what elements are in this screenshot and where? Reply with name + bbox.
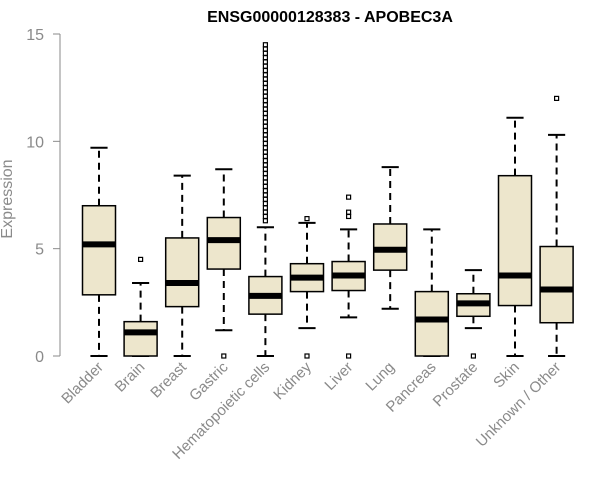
outlier-point	[262, 42, 268, 48]
outlier-point	[262, 55, 268, 61]
outlier-point	[304, 216, 310, 222]
box-pancreas	[414, 228, 450, 357]
x-label-brain: Brain	[112, 359, 149, 396]
chart-title: ENSG00000128383 - APOBEC3A	[207, 9, 453, 26]
x-label-liver: Liver	[321, 359, 356, 394]
outlier-point	[262, 200, 268, 207]
outlier-point	[262, 162, 268, 168]
y-axis: 0 5 10 15	[26, 27, 61, 366]
outlier-point	[262, 115, 268, 121]
outlier-point	[138, 256, 144, 262]
box-breast	[164, 174, 200, 357]
outlier-point	[262, 46, 268, 52]
box-kidney	[289, 216, 325, 359]
x-label-prostate: Prostate	[430, 359, 482, 411]
outlier-point	[262, 80, 268, 86]
iqr-box	[414, 290, 450, 357]
box-gastric	[206, 168, 242, 359]
box-bladder	[81, 146, 117, 357]
box-unknown-other	[539, 95, 574, 357]
outlier-point	[346, 213, 352, 220]
iqr-box	[164, 237, 200, 308]
outlier-point	[262, 102, 268, 108]
outlier-point	[262, 106, 268, 112]
outlier-point	[262, 213, 268, 220]
iqr-box	[539, 245, 574, 324]
iqr-box	[81, 204, 117, 296]
box-lung	[372, 166, 408, 310]
outlier-point	[262, 158, 268, 164]
outlier-point	[470, 353, 476, 359]
outlier-point	[262, 140, 268, 147]
outlier-point	[262, 149, 268, 155]
outlier-point	[262, 110, 268, 117]
outlier-point	[304, 353, 310, 359]
outlier-point	[262, 97, 268, 104]
iqr-box	[123, 320, 158, 357]
outlier-point	[262, 188, 268, 194]
outlier-point	[262, 205, 268, 211]
outlier-point	[262, 145, 268, 151]
outlier-point	[262, 89, 268, 95]
box-brain	[123, 256, 158, 357]
outlier-point	[553, 95, 560, 102]
outlier-point	[262, 72, 268, 78]
outlier-point	[262, 170, 268, 177]
y-tick-label-10: 10	[26, 134, 44, 151]
box-liver	[331, 194, 366, 359]
outlier-point	[346, 194, 352, 200]
outlier-point	[262, 63, 268, 69]
y-tick-label-15: 15	[26, 27, 44, 44]
x-label-skin: Skin	[490, 359, 523, 392]
box-series	[81, 42, 574, 359]
outlier-point	[262, 119, 268, 125]
outlier-point	[262, 209, 268, 215]
outlier-point	[262, 123, 268, 129]
box-prostate	[456, 269, 491, 359]
outlier-point	[262, 128, 268, 134]
outlier-point	[262, 67, 268, 74]
y-tick-label-0: 0	[35, 349, 44, 366]
outlier-point	[262, 85, 268, 91]
outlier-point	[262, 50, 268, 56]
outlier-point	[262, 192, 268, 198]
outlier-point	[262, 166, 268, 172]
outlier-point	[262, 76, 268, 82]
x-label-lung: Lung	[362, 359, 398, 395]
outlier-point	[262, 196, 268, 202]
x-label-kidney: Kidney	[270, 358, 315, 403]
x-label-breast: Breast	[147, 358, 190, 401]
outlier-point	[221, 353, 227, 359]
x-label-bladder: Bladder	[58, 359, 107, 408]
outlier-point	[262, 179, 268, 185]
outlier-point	[262, 175, 268, 181]
outlier-point	[262, 183, 268, 190]
outlier-point	[262, 132, 268, 138]
outlier-point	[262, 59, 268, 65]
outlier-point	[346, 353, 352, 359]
y-tick-label-5: 5	[35, 242, 44, 259]
box-skin	[497, 116, 533, 357]
iqr-box	[206, 216, 242, 270]
outlier-point	[346, 209, 352, 215]
outlier-point	[262, 136, 268, 142]
y-axis-label: Expression	[0, 159, 16, 238]
outlier-point	[262, 153, 268, 159]
outlier-point	[262, 218, 268, 224]
iqr-box	[497, 174, 533, 307]
box-hematopoietic-cells	[248, 42, 283, 357]
outlier-point	[262, 93, 268, 99]
